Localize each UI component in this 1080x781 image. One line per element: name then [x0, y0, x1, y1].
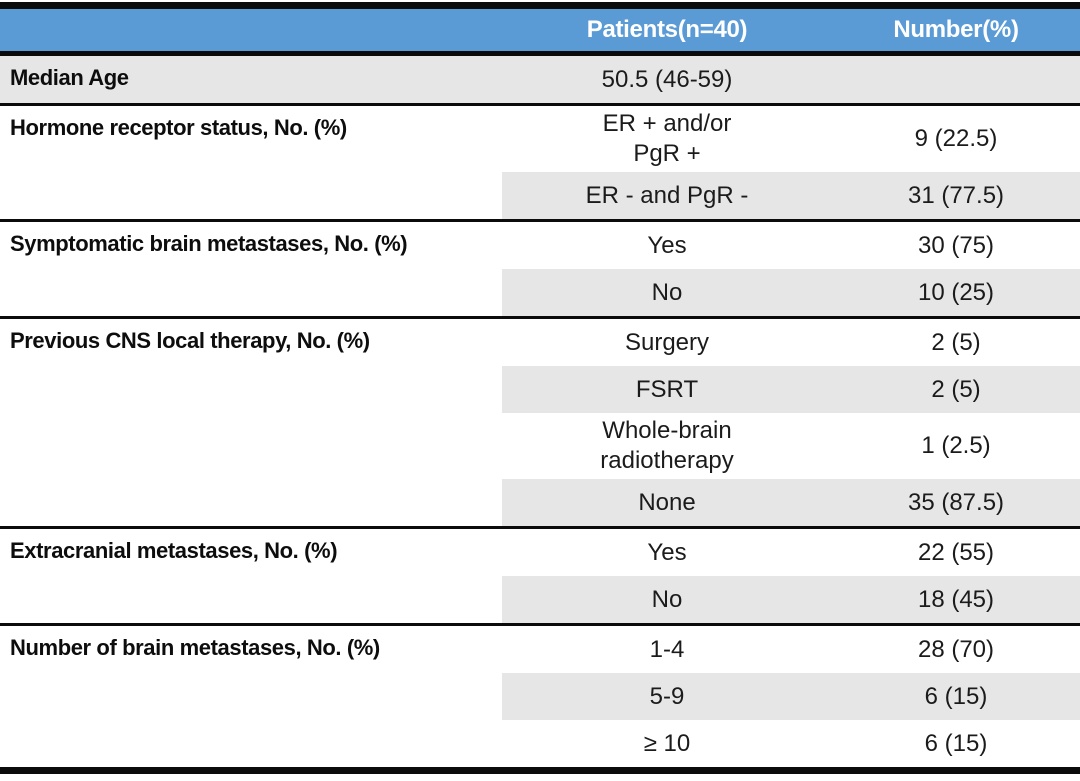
- section-label: Symptomatic brain metastases, No. (%): [10, 231, 408, 256]
- cell-line: 1-4: [649, 635, 685, 663]
- section-label: Extracranial metastases, No. (%): [10, 538, 338, 563]
- section-rows: Yes 22 (55) No 18 (45): [502, 529, 1080, 623]
- patients-cell: 50.5 (46-59): [502, 65, 832, 95]
- number-cell: 6 (15): [924, 729, 988, 757]
- table-row: 50.5 (46-59): [502, 56, 1080, 103]
- number-cell: 6 (15): [924, 682, 988, 710]
- header-underline: [0, 51, 1080, 56]
- section-rows: ER + and/or PgR + 9 (22.5) ER - and PgR - 31…: [502, 106, 1080, 219]
- number-cell: 35 (87.5): [907, 488, 1005, 516]
- number-cell: 31 (77.5): [907, 181, 1005, 209]
- table-section: Previous CNS local therapy, No. (%) Surge…: [0, 319, 1080, 529]
- number-cell: 1 (2.5): [921, 432, 991, 459]
- section-rows: Surgery 2 (5) FSRT 2 (5) Whole-brain radiothe…: [502, 319, 1080, 526]
- patients-cell: None: [502, 488, 832, 518]
- patients-cell: ≥ 10: [502, 729, 832, 759]
- cell-line: ≥ 10: [643, 729, 691, 757]
- patients-cell: FSRT: [502, 375, 832, 405]
- table-row: 1-4 28 (70): [502, 626, 1080, 673]
- column-header-number: Number(%): [893, 16, 1019, 43]
- table-row: Whole-brain radiotherapy 1 (2.5): [502, 413, 1080, 479]
- table-section: Hormone receptor status, No. (%) ER + and…: [0, 106, 1080, 222]
- section-rows: Yes 30 (75) No 10 (25): [502, 222, 1080, 316]
- table-section: Number of brain metastases, No. (%) 1-4 28…: [0, 626, 1080, 767]
- number-cell: 28 (70): [917, 635, 995, 663]
- cell-line: No: [651, 585, 683, 613]
- cell-line: None: [638, 488, 696, 516]
- table-row: ER - and PgR - 31 (77.5): [502, 172, 1080, 219]
- section-rows: 1-4 28 (70) 5-9 6 (15) ≥ 10 6 (15): [502, 626, 1080, 767]
- column-header-patients: Patients(n=40): [586, 16, 748, 43]
- number-cell: 2 (5): [931, 328, 981, 356]
- section-label: Median Age: [0, 56, 502, 103]
- patients-cell: Yes: [502, 231, 832, 261]
- patients-cell: ER + and/or PgR +: [502, 109, 832, 169]
- section-label: Hormone receptor status, No. (%): [10, 115, 347, 140]
- section-rows: 50.5 (46-59): [502, 56, 1080, 103]
- table-row: None 35 (87.5): [502, 479, 1080, 526]
- patients-cell: Yes: [502, 538, 832, 568]
- table-top-border: [0, 2, 1080, 9]
- cell-line: Whole-brain: [602, 417, 732, 444]
- patients-cell: No: [502, 585, 832, 615]
- table-row: No 10 (25): [502, 269, 1080, 316]
- table-section: Median Age 50.5 (46-59): [0, 56, 1080, 106]
- number-cell: 22 (55): [917, 538, 995, 566]
- patients-cell: Surgery: [502, 328, 832, 358]
- cell-line: 5-9: [649, 682, 685, 710]
- cell-line: No: [651, 278, 683, 306]
- table-row: Yes 22 (55): [502, 529, 1080, 576]
- patients-cell: No: [502, 278, 832, 308]
- section-label: Number of brain metastases, No. (%): [10, 635, 380, 660]
- number-cell: 9 (22.5): [914, 125, 998, 152]
- patients-cell: ER - and PgR -: [502, 181, 832, 211]
- cell-line: FSRT: [635, 375, 699, 403]
- cell-line: Yes: [647, 538, 687, 566]
- cell-line: 50.5 (46-59): [601, 65, 733, 93]
- cell-line: Yes: [647, 231, 687, 259]
- table-row: FSRT 2 (5): [502, 366, 1080, 413]
- number-cell: 2 (5): [931, 375, 981, 403]
- cell-line: radiotherapy: [600, 447, 734, 474]
- cell-line: ER + and/or: [602, 110, 732, 137]
- table-row: ER + and/or PgR + 9 (22.5): [502, 106, 1080, 172]
- table-header-row: Patients(n=40) Number(%): [0, 9, 1080, 51]
- cell-line: Surgery: [624, 328, 710, 356]
- cell-line: ER - and PgR -: [585, 181, 749, 209]
- table-bottom-border: [0, 767, 1080, 774]
- table-section: Extracranial metastases, No. (%) Yes 22 (5…: [0, 529, 1080, 626]
- table-row: No 18 (45): [502, 576, 1080, 623]
- patients-cell: Whole-brain radiotherapy: [502, 416, 832, 476]
- table-section: Symptomatic brain metastases, No. (%) Yes…: [0, 222, 1080, 319]
- number-cell: 10 (25): [917, 278, 995, 306]
- patients-cell: 5-9: [502, 682, 832, 712]
- table-sections: Median Age 50.5 (46-59) Hormone receptor s…: [0, 56, 1080, 767]
- patients-cell: 1-4: [502, 635, 832, 665]
- table-row: 5-9 6 (15): [502, 673, 1080, 720]
- number-cell: 18 (45): [917, 585, 995, 613]
- cell-line: PgR +: [633, 140, 701, 167]
- table-row: Surgery 2 (5): [502, 319, 1080, 366]
- section-label: Previous CNS local therapy, No. (%): [10, 328, 370, 353]
- number-cell: 30 (75): [917, 231, 995, 259]
- table-row: ≥ 10 6 (15): [502, 720, 1080, 767]
- table-row: Yes 30 (75): [502, 222, 1080, 269]
